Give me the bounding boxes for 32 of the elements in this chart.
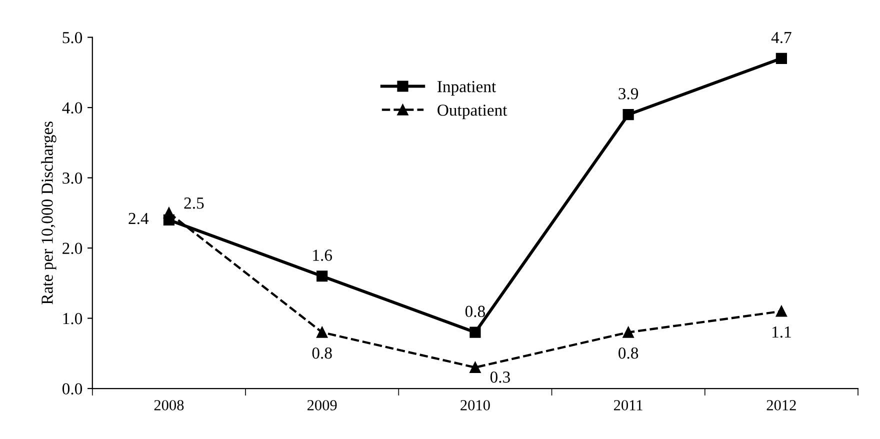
data-label: 1.1 xyxy=(772,326,791,338)
data-label: 0.8 xyxy=(618,347,638,359)
point xyxy=(622,109,634,120)
data-label: 0.3 xyxy=(490,371,510,383)
data-label: 2.5 xyxy=(184,198,204,209)
x-tick-label: 2008 xyxy=(154,400,184,410)
y-tick-label: 3.0 xyxy=(62,172,82,184)
point xyxy=(316,270,328,282)
point xyxy=(470,326,481,338)
x-tick-label: 2011 xyxy=(614,400,642,410)
data-label: 0.8 xyxy=(465,306,485,318)
data-label: 2.4 xyxy=(128,212,149,224)
y-tick-label: 5.0 xyxy=(62,32,82,44)
x-tick-label: 2012 xyxy=(766,400,796,410)
point xyxy=(622,326,634,338)
data-label: 4.7 xyxy=(771,32,792,44)
data-label: 3.9 xyxy=(618,88,638,100)
x-tick-label: 2009 xyxy=(307,400,337,410)
point xyxy=(776,52,787,64)
point xyxy=(470,362,481,373)
y-tick-label: 4.0 xyxy=(62,102,82,114)
data-label: 0.8 xyxy=(312,347,332,359)
point xyxy=(316,326,328,338)
y-tick-label: 2.0 xyxy=(62,242,82,254)
x-tick-label: 2010 xyxy=(460,400,490,410)
y-tick-label: 0.0 xyxy=(62,383,82,395)
point xyxy=(776,306,787,317)
legend-label: Inpatient xyxy=(438,81,496,96)
data-label: 1.6 xyxy=(313,250,332,261)
y-tick-label: 1.0 xyxy=(63,312,82,324)
legend-label: Outpatient xyxy=(438,104,508,120)
y-axis-title: Rate per 10,000 Discharges xyxy=(41,122,56,304)
